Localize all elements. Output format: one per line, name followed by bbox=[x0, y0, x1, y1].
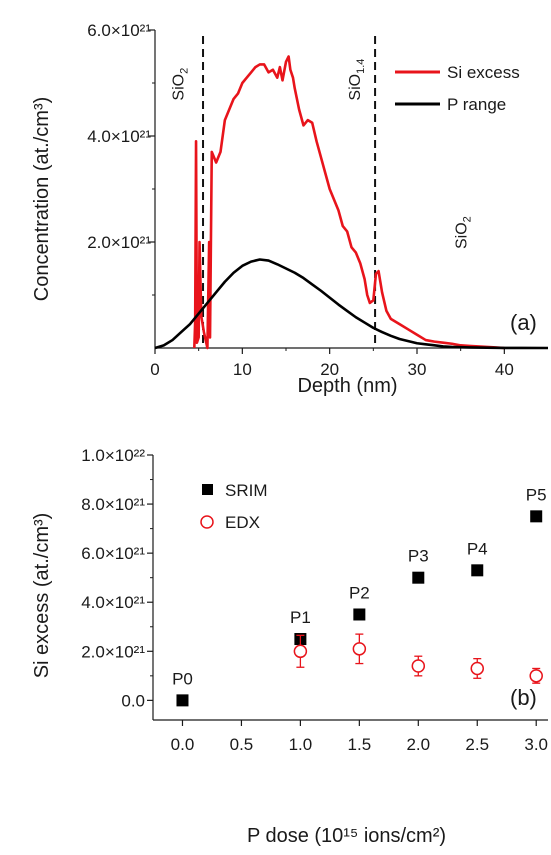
srim-point bbox=[176, 694, 189, 707]
x-axis-label-b: P dose (10¹⁵ ions/cm²) bbox=[247, 825, 446, 847]
x-tick-label-b: 0.5 bbox=[230, 735, 254, 754]
srim-point-label: P5 bbox=[526, 485, 547, 504]
edx-point bbox=[352, 642, 367, 656]
x-tick-label-b: 2.0 bbox=[406, 735, 430, 754]
phase-annotation: SiO2 bbox=[171, 68, 191, 101]
phase-annotation: SiO1.4 bbox=[347, 59, 367, 101]
y-tick-label-b: 8.0×10²¹ bbox=[81, 495, 145, 514]
srim-point bbox=[412, 571, 425, 584]
y-tick-label-b: 4.0×10²¹ bbox=[81, 593, 145, 612]
legend-label-srim: SRIM bbox=[225, 481, 268, 500]
y-tick-label-b: 0.0 bbox=[121, 691, 145, 710]
phase-annotation-main: SiO bbox=[171, 74, 188, 101]
y-axis-label-b: Si excess (at./cm³) bbox=[31, 513, 53, 679]
y-tick-label-a: 6.0×10²¹ bbox=[87, 21, 151, 40]
panel-a: 0 10 20 30 40 2.0×10²¹ 4.0×10²¹ 6.0×10²¹ Depth (… bbox=[31, 21, 549, 397]
srim-point bbox=[471, 564, 484, 577]
edx-point bbox=[293, 644, 308, 659]
series-line-si-excess bbox=[193, 55, 505, 350]
phase-annotation-sub: 1.4 bbox=[355, 59, 367, 74]
panel-label-a: (a) bbox=[510, 310, 537, 335]
srim-point bbox=[353, 608, 366, 621]
legend-label: P range bbox=[447, 95, 506, 114]
x-tick-label-a: 30 bbox=[408, 360, 427, 379]
y-tick-label-a: 2.0×10²¹ bbox=[87, 233, 151, 252]
y-tick-label-b: 2.0×10²¹ bbox=[81, 642, 145, 661]
x-tick-label-b: 1.0 bbox=[289, 735, 313, 754]
x-tick-label-a: 20 bbox=[320, 360, 339, 379]
x-tick-label-a: 40 bbox=[495, 360, 514, 379]
legend-marker-edx bbox=[200, 515, 214, 529]
x-tick-label-a: 0 bbox=[150, 360, 159, 379]
legend-marker-srim bbox=[202, 484, 213, 495]
y-tick-label-b: 1.0×10²² bbox=[81, 446, 145, 465]
phase-annotation-main: SiO bbox=[454, 222, 471, 249]
srim-point-label: P3 bbox=[408, 547, 429, 566]
phase-annotation: SiO2 bbox=[454, 216, 474, 249]
srim-point-label: P4 bbox=[467, 539, 488, 558]
phase-annotation-sub: 2 bbox=[179, 68, 191, 74]
edx-point bbox=[470, 661, 485, 676]
edx-point bbox=[529, 669, 543, 683]
series-line-p-range bbox=[154, 258, 549, 350]
edx-point bbox=[411, 659, 426, 673]
phase-annotation-main: SiO bbox=[347, 74, 364, 101]
x-tick-label-b: 2.5 bbox=[465, 735, 489, 754]
x-tick-label-b: 1.5 bbox=[348, 735, 372, 754]
legend-label: Si excess bbox=[447, 63, 520, 82]
legend-label-edx: EDX bbox=[225, 513, 260, 532]
panel-label-b: (b) bbox=[510, 685, 537, 710]
srim-point-label: P0 bbox=[172, 669, 193, 688]
x-tick-label-a: 10 bbox=[233, 360, 252, 379]
y-tick-label-a: 4.0×10²¹ bbox=[87, 127, 151, 146]
x-tick-label-b: 0.0 bbox=[171, 735, 195, 754]
phase-annotation-sub: 2 bbox=[462, 216, 474, 222]
srim-point bbox=[530, 510, 543, 523]
x-axis-label-a: Depth (nm) bbox=[297, 375, 397, 397]
y-axis-label-a: Concentration (at./cm³) bbox=[31, 97, 53, 302]
y-tick-label-b: 6.0×10²¹ bbox=[81, 544, 145, 563]
panel-b: 0.0 0.5 1.0 1.5 2.0 2.5 3.0 0.0 2.0×10²¹ 4.0×10²¹… bbox=[31, 446, 548, 847]
srim-point-label: P2 bbox=[349, 583, 370, 602]
srim-point-label: P1 bbox=[290, 608, 311, 627]
x-tick-label-b: 3.0 bbox=[524, 735, 548, 754]
